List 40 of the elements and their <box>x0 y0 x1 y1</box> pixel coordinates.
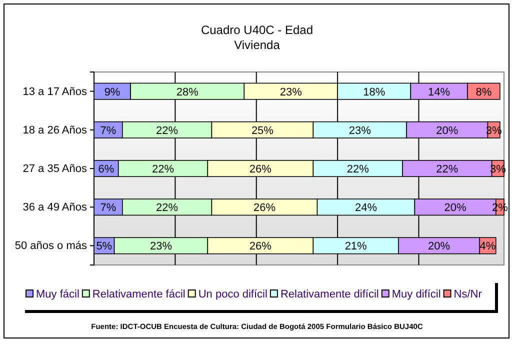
data-label: 7% <box>100 124 116 137</box>
data-label: 22% <box>156 124 178 137</box>
data-label: 24% <box>354 202 378 214</box>
data-label: 20% <box>436 124 458 137</box>
data-label: 23% <box>280 86 302 98</box>
data-label: 26% <box>253 202 276 214</box>
data-label: 28% <box>176 86 199 98</box>
legend-label: Muy difícil <box>392 288 441 300</box>
data-label: 23% <box>348 124 372 137</box>
data-label: 5% <box>96 240 112 253</box>
data-label: 22% <box>346 164 370 176</box>
y-tick-label: 13 a 17 Años <box>22 86 88 98</box>
data-label: 25% <box>251 124 274 137</box>
y-tick-label: 50 años o más <box>14 240 88 252</box>
data-label: 20% <box>428 240 450 253</box>
y-tick-label: 36 a 49 Años <box>22 202 88 214</box>
data-label: 7% <box>100 202 116 214</box>
data-label: 8% <box>476 86 492 98</box>
legend-label: Relativamente difícil <box>280 288 379 300</box>
chart-title: Cuadro U40C - Edad <box>200 23 314 37</box>
legend-label: Un poco difícil <box>198 288 268 300</box>
data-label: 6% <box>98 164 114 176</box>
chart-subtitle: Vivienda <box>234 38 280 52</box>
legend-label: Muy fácil <box>36 288 80 300</box>
data-label: 26% <box>249 240 272 253</box>
data-label: 14% <box>428 86 450 98</box>
data-label: 23% <box>150 240 172 253</box>
data-label: 9% <box>104 86 120 98</box>
data-label: 18% <box>363 86 386 98</box>
data-label: 22% <box>156 202 178 214</box>
legend-label: Ns/Nr <box>454 288 482 300</box>
data-label: 22% <box>152 164 174 176</box>
y-tick-label: 27 a 35 Años <box>22 163 88 176</box>
legend-label: Relativamente fácil <box>92 288 186 300</box>
y-tick-label: 18 a 26 Años <box>22 124 88 136</box>
data-label: 26% <box>249 164 272 176</box>
data-label: 21% <box>344 240 368 253</box>
data-label: 22% <box>436 164 458 176</box>
data-label: 4% <box>480 240 496 253</box>
data-label: 20% <box>444 202 467 214</box>
